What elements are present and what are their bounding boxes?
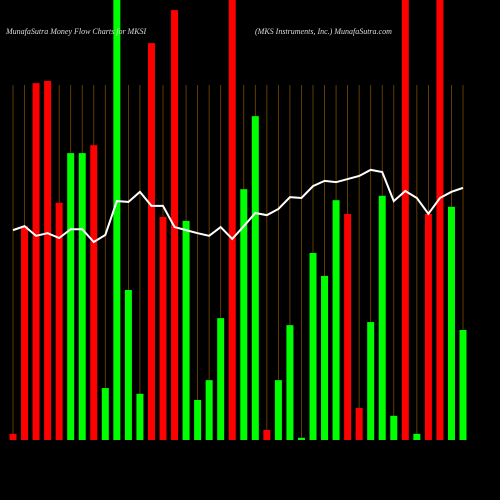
- bar: [459, 330, 467, 440]
- bar: [147, 43, 155, 441]
- bar: [9, 433, 17, 440]
- bar: [217, 318, 225, 440]
- bar: [344, 213, 352, 440]
- bar: [413, 433, 421, 440]
- bar: [436, 0, 444, 440]
- bar: [55, 202, 63, 440]
- bar: [401, 0, 409, 440]
- bar: [44, 80, 52, 441]
- bar: [332, 200, 340, 440]
- bar: [309, 253, 317, 440]
- bar: [67, 153, 75, 440]
- bar: [355, 407, 363, 440]
- bar: [228, 0, 236, 440]
- bar: [136, 393, 144, 440]
- bar: [424, 213, 432, 440]
- bar: [159, 216, 167, 440]
- chart-title: MunafaSutra Money Flow Charts for MKSI: [5, 27, 147, 36]
- money-flow-line: [12, 168, 464, 244]
- bar: [205, 380, 213, 440]
- bar: [90, 145, 98, 440]
- bar: [447, 206, 455, 440]
- bar: [101, 388, 109, 440]
- chart-subtitle: (MKS Instruments, Inc.) MunafaSutra.com: [255, 27, 392, 36]
- bar: [286, 325, 294, 440]
- bar: [251, 116, 259, 440]
- bar: [378, 195, 386, 440]
- bar: [390, 415, 398, 440]
- bar: [21, 226, 29, 440]
- bar: [194, 399, 202, 440]
- bar: [367, 322, 375, 440]
- bar: [182, 220, 190, 440]
- bar: [240, 189, 248, 440]
- bar: [113, 0, 121, 440]
- bar: [32, 83, 40, 440]
- bar: [297, 437, 305, 440]
- bar: [78, 153, 86, 440]
- bar: [274, 380, 282, 440]
- bar: [124, 289, 132, 440]
- bar: [321, 275, 329, 440]
- bar: [263, 429, 271, 440]
